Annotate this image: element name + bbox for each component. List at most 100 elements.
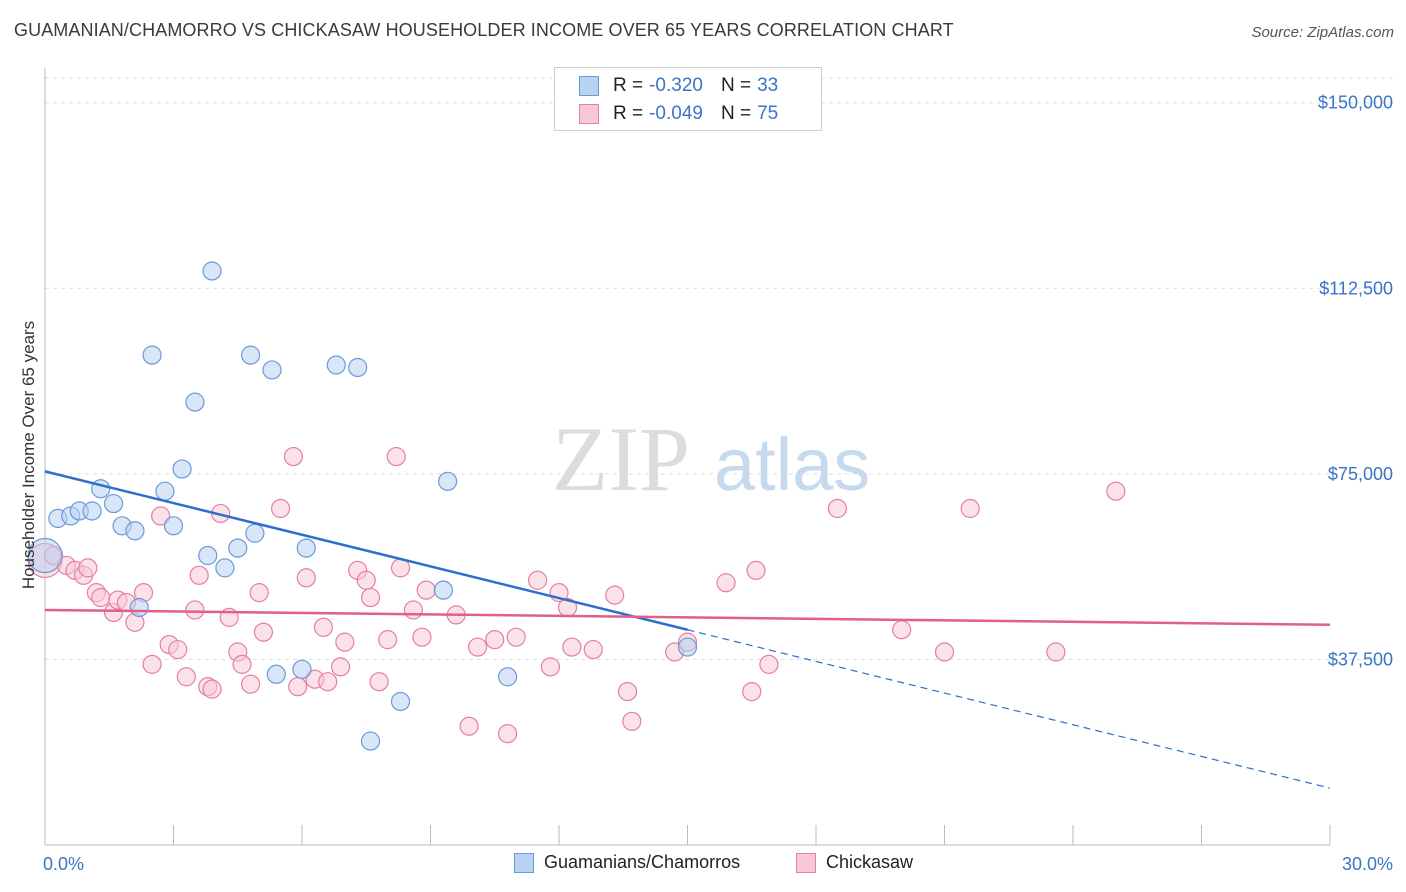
guamanian-point bbox=[82, 501, 102, 521]
series-legend: Guamanians/Chamorros Chickasaw bbox=[0, 852, 1406, 878]
legend-r-value: -0.049 bbox=[649, 103, 703, 124]
chickasaw-point bbox=[296, 568, 316, 588]
chickasaw-point bbox=[759, 654, 779, 674]
guamanian-trend-extension bbox=[687, 629, 1331, 789]
chickasaw-point bbox=[202, 679, 222, 699]
guamanian-point bbox=[433, 580, 453, 600]
legend-swatch-pink bbox=[579, 104, 599, 124]
legend-label-chickasaw: Chickasaw bbox=[826, 852, 914, 872]
watermark-zip: ZIP bbox=[552, 408, 690, 510]
chickasaw-point bbox=[540, 657, 561, 677]
legend-row-guamanian: R = -0.320 N = 33 bbox=[579, 72, 778, 100]
chickasaw-point bbox=[283, 446, 304, 467]
chickasaw-point bbox=[617, 681, 638, 702]
guamanian-point bbox=[438, 471, 458, 491]
guamanian-point bbox=[202, 261, 222, 281]
legend-swatch-pink bbox=[796, 852, 816, 873]
guamanian-point bbox=[677, 637, 698, 657]
chickasaw-point bbox=[241, 674, 261, 694]
guamanian-point bbox=[163, 516, 184, 536]
guamanian-point bbox=[125, 521, 145, 541]
watermark: ZIP atlas bbox=[552, 408, 870, 510]
chickasaw-point bbox=[185, 600, 205, 620]
chickasaw-point bbox=[176, 667, 196, 687]
chickasaw-point bbox=[386, 446, 406, 467]
guamanian-point bbox=[262, 360, 282, 380]
guamanian-point bbox=[129, 597, 149, 618]
chickasaw-point bbox=[403, 600, 423, 620]
legend-n-label: N = bbox=[720, 103, 752, 124]
chickasaw-point bbox=[1046, 642, 1066, 662]
watermark-atlas: atlas bbox=[714, 423, 870, 506]
chickasaw-point bbox=[498, 724, 518, 744]
chickasaw-point bbox=[335, 632, 355, 652]
chickasaw-point bbox=[468, 637, 488, 657]
chickasaw-trend-line bbox=[44, 608, 1331, 627]
chickasaw-point bbox=[716, 573, 736, 593]
chickasaw-point bbox=[232, 654, 252, 674]
legend-item-chickasaw: Chickasaw bbox=[796, 852, 913, 873]
chickasaw-point bbox=[892, 620, 912, 640]
chickasaw-point bbox=[330, 657, 351, 677]
x-tick-label: 30.0% bbox=[1342, 854, 1393, 874]
chickasaw-point bbox=[318, 672, 338, 692]
guamanian-point bbox=[198, 545, 218, 566]
chickasaw-point bbox=[527, 570, 548, 590]
legend-n-value: 33 bbox=[757, 75, 779, 96]
legend-item-guamanian: Guamanians/Chamorros bbox=[514, 852, 740, 873]
legend-label-guamanian: Guamanians/Chamorros bbox=[544, 852, 741, 872]
y-tick-label: $37,500 bbox=[1328, 649, 1393, 669]
guamanian-point bbox=[390, 691, 411, 712]
chickasaw-point bbox=[622, 711, 642, 731]
chickasaw-point bbox=[360, 587, 381, 608]
chickasaw-point bbox=[412, 627, 432, 647]
guamanian-point bbox=[292, 659, 312, 679]
legend-row-chickasaw: R = -0.049 N = 75 bbox=[579, 100, 778, 128]
guamanian-point bbox=[155, 481, 175, 501]
chickasaw-point bbox=[253, 622, 274, 642]
guamanian-point bbox=[185, 392, 205, 412]
guamanian-point bbox=[348, 357, 368, 378]
x-tick-label: 0.0% bbox=[43, 854, 84, 874]
guamanian-point bbox=[27, 537, 63, 574]
chickasaw-point bbox=[151, 506, 171, 526]
legend-swatch-blue bbox=[579, 76, 599, 96]
chickasaw-point bbox=[605, 585, 625, 605]
chickasaw-point bbox=[91, 587, 111, 608]
axes bbox=[44, 68, 1331, 846]
y-tick-label: $150,000 bbox=[1318, 93, 1393, 113]
guamanian-point bbox=[142, 345, 162, 365]
chickasaw-point bbox=[742, 681, 762, 702]
chickasaw-point bbox=[459, 716, 479, 736]
guamanian-point bbox=[215, 558, 235, 578]
guamanian-point bbox=[241, 345, 261, 365]
chickasaw-point bbox=[562, 637, 582, 657]
legend-r-label: R = bbox=[613, 75, 644, 96]
trend-lines bbox=[44, 470, 1331, 789]
grid-lines bbox=[45, 77, 1395, 660]
legend-swatch-blue bbox=[514, 852, 534, 873]
chickasaw-point bbox=[506, 627, 526, 647]
guamanian-point bbox=[228, 538, 248, 558]
chickasaw-point bbox=[583, 639, 603, 660]
guamanian-trend-line bbox=[44, 470, 688, 631]
legend-n-value: 75 bbox=[757, 103, 779, 124]
chickasaw-point bbox=[78, 558, 98, 578]
guamanian-point bbox=[326, 355, 346, 375]
chickasaw-point bbox=[416, 580, 436, 600]
chickasaw-point bbox=[356, 570, 376, 590]
chickasaw-point bbox=[1106, 481, 1126, 501]
guamanian-point bbox=[266, 664, 286, 684]
source-credit: Source: ZipAtlas.com bbox=[1251, 24, 1394, 41]
chart-title: GUAMANIAN/CHAMORRO VS CHICKASAW HOUSEHOL… bbox=[14, 20, 954, 40]
chickasaw-point bbox=[485, 630, 505, 650]
chickasaw-point bbox=[288, 677, 308, 697]
legend-r-label: R = bbox=[613, 103, 644, 124]
chickasaw-point bbox=[746, 560, 766, 580]
chickasaw-point bbox=[369, 672, 389, 692]
y-tick-label: $112,500 bbox=[1319, 278, 1393, 298]
guamanian-point bbox=[172, 459, 192, 479]
tick-labels: $37,500 $75,000 $112,500 $150,000 0.0% 30.0% bbox=[43, 93, 1393, 874]
guamanian-point bbox=[498, 667, 518, 687]
